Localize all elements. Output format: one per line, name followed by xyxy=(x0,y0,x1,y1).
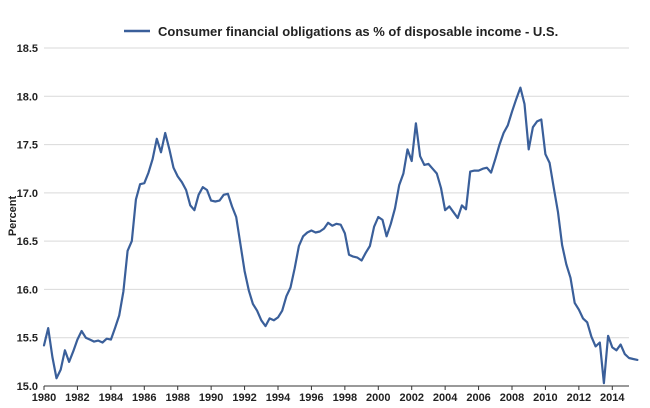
x-tick-label: 1992 xyxy=(232,392,256,404)
y-tick-label: 18.5 xyxy=(17,43,38,55)
x-tick-label: 2010 xyxy=(533,392,557,404)
x-tick-label: 2006 xyxy=(466,392,490,404)
y-tick-label: 15.5 xyxy=(17,333,38,345)
x-tick-label: 1988 xyxy=(165,392,189,404)
x-tick-label: 1998 xyxy=(333,392,357,404)
legend-label: Consumer financial obligations as % of d… xyxy=(158,24,558,39)
legend: Consumer financial obligations as % of d… xyxy=(124,24,558,39)
y-tick-label: 16.0 xyxy=(17,284,38,296)
y-tick-label: 16.5 xyxy=(17,236,38,248)
x-tick-label: 2014 xyxy=(600,392,625,404)
x-tick-label: 2002 xyxy=(399,392,423,404)
x-tick-label: 1984 xyxy=(99,392,124,404)
series-line xyxy=(42,86,639,385)
x-tick-label: 1982 xyxy=(65,392,89,404)
y-tick-label: 17.0 xyxy=(17,188,38,200)
y-tick-label: 15.0 xyxy=(17,381,38,393)
x-tick-label: 2000 xyxy=(366,392,390,404)
x-tick-label: 1980 xyxy=(32,392,56,404)
x-tick-label: 2004 xyxy=(433,392,458,404)
y-axis-title: Percent xyxy=(7,195,19,236)
x-tick-label: 2008 xyxy=(500,392,524,404)
y-axis: 15.0 15.5 16.0 16.5 17.0 17.5 18.0 18.5 xyxy=(17,43,38,393)
x-tick-label: 1994 xyxy=(266,392,291,404)
gridlines xyxy=(44,47,629,339)
x-tick-label: 2012 xyxy=(567,392,591,404)
x-tick-label: 1996 xyxy=(299,392,323,404)
y-tick-label: 17.5 xyxy=(17,140,38,152)
x-axis: 1980 1982 1984 1986 1988 1990 1992 1994 1996 1998… xyxy=(32,386,625,404)
y-tick-label: 18.0 xyxy=(17,91,38,103)
x-tick-label: 1986 xyxy=(132,392,156,404)
x-tick-label: 1990 xyxy=(199,392,223,404)
